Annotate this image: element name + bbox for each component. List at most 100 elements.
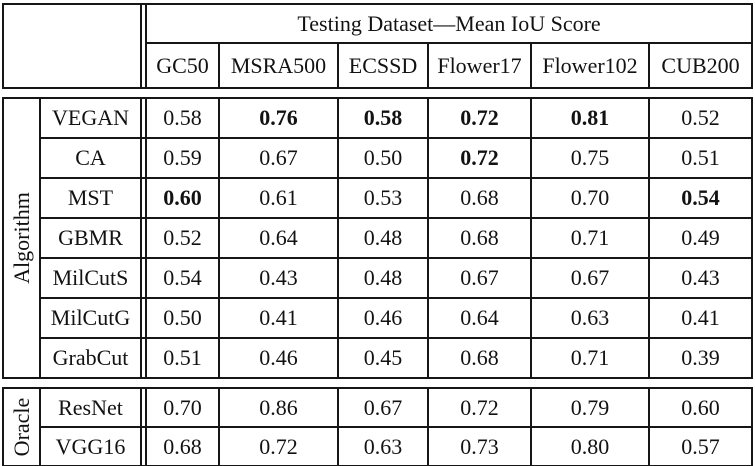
double-rule-gap	[140, 337, 147, 379]
oracle-section-table: Oracle ResNet 0.70 0.86 0.67 0.72 0.79 0…	[2, 387, 753, 466]
double-rule-gap	[140, 257, 147, 299]
column-header-flower17: Flower17	[427, 42, 532, 89]
score-cell: 0.43	[648, 257, 753, 299]
score-cell: 0.51	[145, 337, 220, 379]
table-row: VGG16 0.68 0.72 0.63 0.73 0.80 0.57	[3, 426, 753, 466]
score-cell: 0.68	[427, 217, 532, 259]
score-cell: 0.48	[337, 217, 429, 259]
score-cell: 0.86	[218, 387, 339, 428]
score-cell: 0.50	[337, 137, 429, 179]
score-cell: 0.39	[648, 337, 753, 379]
score-cell: 0.52	[648, 97, 753, 139]
row-label-ca: CA	[39, 137, 142, 179]
table-row: Oracle ResNet 0.70 0.86 0.67 0.72 0.79 0…	[2, 387, 753, 466]
score-cell: 0.79	[530, 387, 650, 428]
row-label-gbmr: GBMR	[39, 217, 142, 259]
table-row: MilCutG 0.50 0.41 0.46 0.64 0.63 0.41	[3, 297, 753, 339]
column-header-ecssd: ECSSD	[337, 42, 429, 89]
algorithm-section-label-cell: Algorithm	[2, 97, 41, 379]
score-cell: 0.68	[427, 337, 532, 379]
score-cell: 0.73	[427, 426, 532, 466]
score-cell: 0.80	[530, 426, 650, 466]
double-rule-gap	[140, 97, 147, 139]
score-cell: 0.58	[337, 97, 429, 139]
score-cell: 0.72	[427, 137, 532, 179]
score-cell: 0.70	[530, 177, 650, 219]
score-cell: 0.70	[145, 387, 220, 428]
row-label-mst: MST	[39, 177, 142, 219]
row-label-milcutg: MilCutG	[39, 297, 142, 339]
table-row: GBMR 0.52 0.64 0.48 0.68 0.71 0.49	[3, 217, 753, 259]
score-cell: 0.61	[218, 177, 339, 219]
score-cell: 0.57	[648, 426, 753, 466]
score-cell: 0.59	[145, 137, 220, 179]
row-label-milcuts: MilCutS	[39, 257, 142, 299]
score-cell: 0.75	[530, 137, 650, 179]
score-cell: 0.68	[145, 426, 220, 466]
score-cell: 0.72	[427, 97, 532, 139]
table-row: CA 0.59 0.67 0.50 0.72 0.75 0.51	[3, 137, 753, 179]
score-cell: 0.48	[337, 257, 429, 299]
column-header-flower102: Flower102	[530, 42, 650, 89]
row-label-vgg16: VGG16	[39, 426, 142, 466]
table-row: GrabCut 0.51 0.46 0.45 0.68 0.71 0.39	[3, 337, 753, 379]
score-cell: 0.53	[337, 177, 429, 219]
group-header-title: Testing Dataset—Mean IoU Score	[144, 3, 754, 44]
score-cell: 0.46	[337, 297, 429, 339]
double-rule-gap	[140, 426, 147, 466]
score-cell: 0.63	[337, 426, 429, 466]
column-header-cub200: CUB200	[647, 42, 754, 89]
score-cell: 0.60	[145, 177, 220, 219]
score-cell: 0.67	[218, 137, 339, 179]
table-row: Algorithm VEGAN 0.58 0.76 0.58 0.72 0.81…	[2, 97, 753, 379]
double-rule-gap	[140, 387, 147, 428]
score-cell: 0.54	[648, 177, 753, 219]
score-cell: 0.41	[648, 297, 753, 339]
score-cell: 0.81	[530, 97, 650, 139]
double-rule-gap	[140, 177, 147, 219]
oracle-section-label-cell: Oracle	[2, 387, 41, 466]
score-cell: 0.41	[218, 297, 339, 339]
algorithm-section-label: Algorithm	[8, 192, 34, 284]
score-cell: 0.50	[145, 297, 220, 339]
column-header-msra500: MSRA500	[218, 42, 339, 89]
oracle-section-label: Oracle	[8, 397, 34, 457]
score-cell: 0.63	[530, 297, 650, 339]
algorithm-section-table: Algorithm VEGAN 0.58 0.76 0.58 0.72 0.81…	[2, 97, 753, 379]
score-cell: 0.67	[337, 387, 429, 428]
double-rule-gap	[140, 217, 147, 259]
score-cell: 0.68	[427, 177, 532, 219]
score-cell: 0.67	[427, 257, 532, 299]
double-rule-gap	[140, 297, 147, 339]
header-title-row: Testing Dataset—Mean IoU Score	[2, 3, 754, 89]
score-cell: 0.72	[218, 426, 339, 466]
score-cell: 0.60	[648, 387, 753, 428]
score-cell: 0.76	[218, 97, 339, 139]
row-label-resnet: ResNet	[39, 387, 142, 428]
column-header-gc50: GC50	[145, 42, 220, 89]
table-row: MST 0.60 0.61 0.53 0.68 0.70 0.54	[3, 177, 753, 219]
score-cell: 0.72	[427, 387, 532, 428]
score-cell: 0.45	[337, 337, 429, 379]
score-cell: 0.64	[427, 297, 532, 339]
score-cell: 0.67	[530, 257, 650, 299]
score-cell: 0.64	[218, 217, 339, 259]
score-cell: 0.71	[530, 217, 650, 259]
score-cell: 0.43	[218, 257, 339, 299]
double-rule-gap	[140, 137, 147, 179]
score-cell: 0.71	[530, 337, 650, 379]
row-label-grabcut: GrabCut	[39, 337, 142, 379]
double-rule-gap	[140, 3, 147, 89]
score-cell: 0.46	[218, 337, 339, 379]
header-table: Testing Dataset—Mean IoU Score GC50 MSRA…	[2, 3, 754, 89]
corner-empty-cell	[2, 3, 142, 89]
score-cell: 0.54	[145, 257, 220, 299]
table-row: MilCutS 0.54 0.43 0.48 0.67 0.67 0.43	[3, 257, 753, 299]
score-cell: 0.51	[648, 137, 753, 179]
row-label-vegan: VEGAN	[39, 97, 142, 139]
score-cell: 0.52	[145, 217, 220, 259]
score-cell: 0.49	[648, 217, 753, 259]
header-columns-row: GC50 MSRA500 ECSSD Flower17 Flower102 CU…	[3, 42, 754, 89]
score-cell: 0.58	[145, 97, 220, 139]
